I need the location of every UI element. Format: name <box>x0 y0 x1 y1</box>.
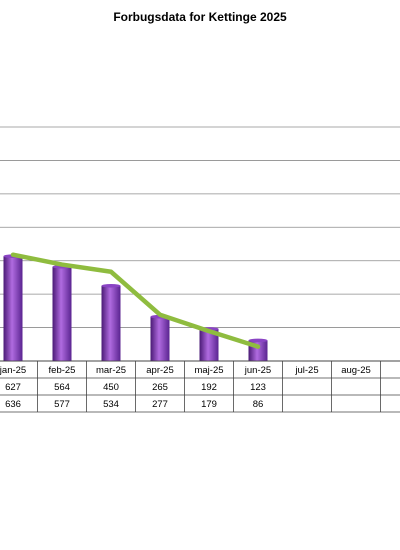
line-series-path <box>10 252 261 349</box>
chart-title: Forbugsdata for Kettinge 2025 <box>113 10 287 24</box>
category-label: jul-25 <box>294 365 318 376</box>
table-cell-value: 577 <box>54 399 70 410</box>
bar-top <box>101 283 121 288</box>
table-cell-value: 636 <box>5 399 21 410</box>
category-label: maj-25 <box>194 365 223 376</box>
table-cell-value: 192 <box>201 382 217 393</box>
category-label: feb-25 <box>49 365 76 376</box>
data-table: jan-25 627 636 feb-25 564 577 mar-25 450 534 apr-… <box>0 360 400 413</box>
table-cell-value: 450 <box>103 382 119 393</box>
bar-top <box>248 338 268 343</box>
table-cell-value: 564 <box>54 382 70 393</box>
bar <box>199 328 219 361</box>
table-cell-value: 265 <box>152 382 168 393</box>
category-label: apr-25 <box>146 365 173 376</box>
category-label: jan-25 <box>0 365 26 376</box>
bar <box>3 256 23 361</box>
category-label: aug-25 <box>341 365 371 376</box>
bar <box>150 316 170 361</box>
bar <box>101 285 121 361</box>
line-series <box>10 252 261 349</box>
category-label: jun-25 <box>244 365 271 376</box>
table-cell-value: 627 <box>5 382 21 393</box>
category-label: mar-25 <box>96 365 126 376</box>
table-cell-value: 86 <box>253 399 264 410</box>
table-cell-value: 123 <box>250 382 266 393</box>
table-cell-value: 534 <box>103 399 119 410</box>
bar-series <box>3 254 268 361</box>
table-cell-value: 277 <box>152 399 168 410</box>
table-cell-value: 179 <box>201 399 217 410</box>
bar <box>52 266 72 361</box>
